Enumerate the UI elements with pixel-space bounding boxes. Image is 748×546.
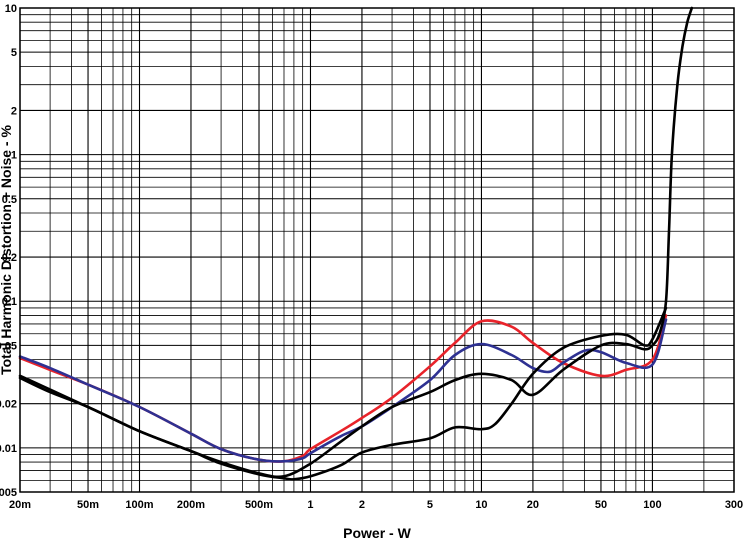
x-tick-label: 100m — [125, 499, 153, 511]
plot-frame — [19, 7, 735, 493]
x-tick-label: 500m — [245, 499, 273, 511]
y-tick-label: 0.01 — [0, 443, 17, 455]
x-tick-label: 20m — [9, 499, 31, 511]
y-axis-label: Total Harmonic Distortion + Noise - % — [0, 125, 14, 375]
x-tick-label: 5 — [427, 499, 433, 511]
series-line-4 — [18, 306, 668, 481]
x-tick-labels: 20m 50m 100m 200m 500m 1 2 5 10 20 50 100 300 — [9, 499, 743, 511]
y-tick-label: 2 — [11, 105, 17, 117]
x-tick-label: 100 — [643, 499, 661, 511]
grid-lines — [19, 7, 735, 493]
y-tick-label: 0.2 — [2, 252, 17, 264]
y-tick-label: 5 — [11, 47, 17, 59]
y-tick-label: 1 — [11, 150, 17, 162]
x-tick-label: 10 — [475, 499, 487, 511]
x-tick-label: 2 — [359, 499, 365, 511]
y-tick-label: 0.02 — [0, 399, 17, 411]
series-lines — [18, 6, 694, 481]
x-tick-label: 300 — [725, 499, 743, 511]
y-tick-label: 10 — [5, 3, 17, 15]
x-tick-label: 50 — [595, 499, 607, 511]
x-axis-label: Power - W — [343, 525, 411, 541]
y-tick-label: 0.005 — [0, 487, 17, 499]
x-tick-label: 50m — [77, 499, 99, 511]
x-tick-label: 20 — [527, 499, 539, 511]
y-tick-label: 0.1 — [2, 296, 17, 308]
x-tick-label: 200m — [177, 499, 205, 511]
y-tick-label: 0.5 — [2, 194, 17, 206]
x-tick-label: 1 — [307, 499, 313, 511]
y-tick-labels: 0.005 0.01 0.02 0.05 0.1 0.2 0.5 1 2 5 10 — [0, 3, 17, 499]
y-tick-label: 0.05 — [0, 340, 17, 352]
series-line-3 — [18, 6, 694, 479]
